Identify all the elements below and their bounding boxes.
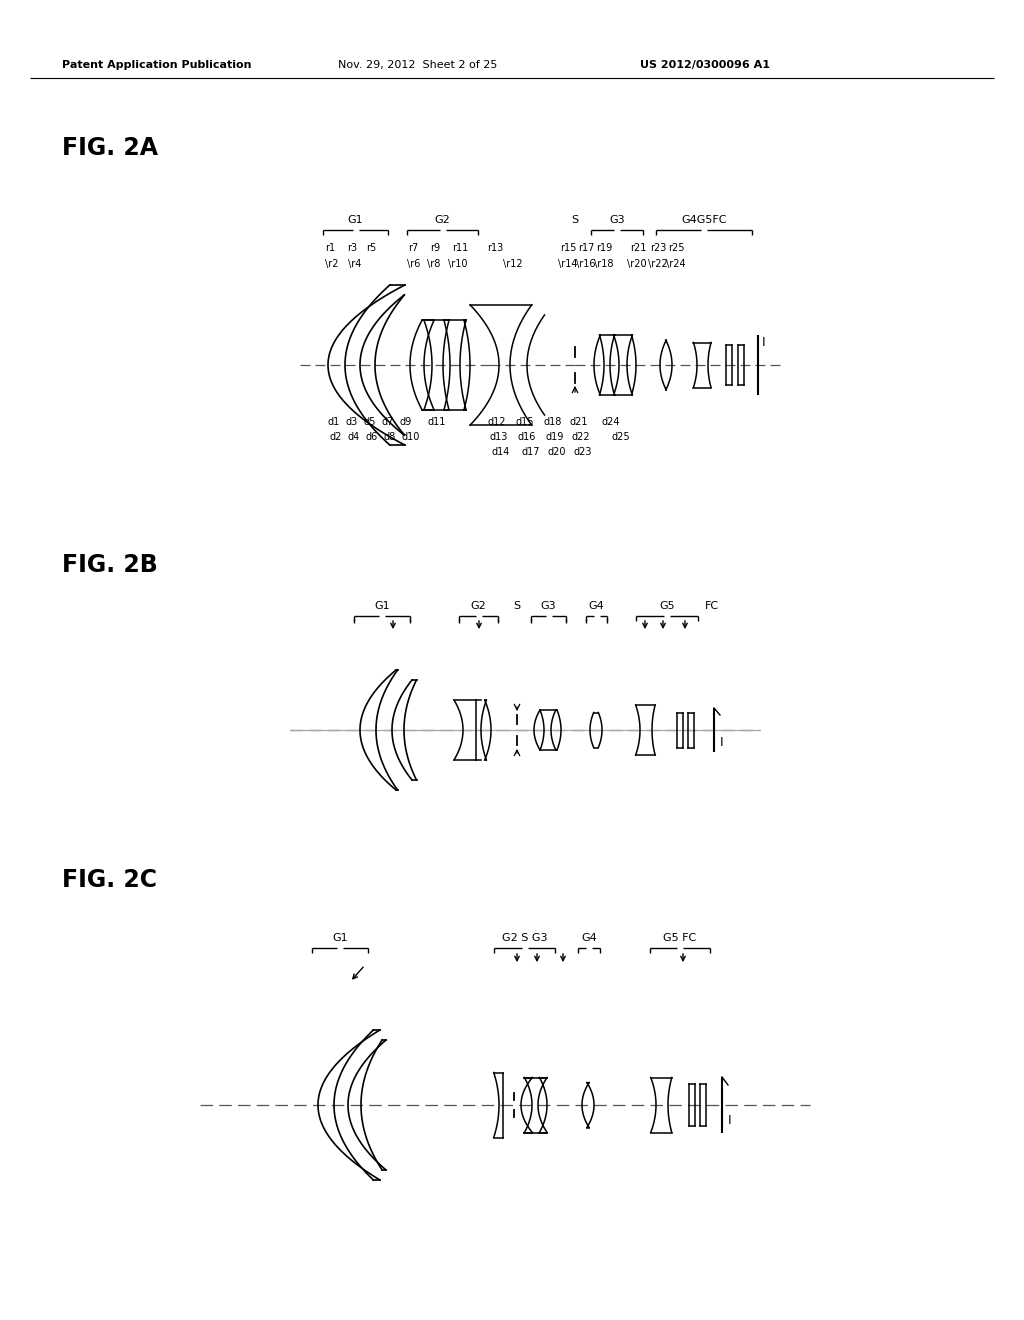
Text: S: S [571,215,579,224]
Text: d8: d8 [384,432,396,442]
Text: G5 FC: G5 FC [664,933,696,942]
Text: FIG. 2B: FIG. 2B [62,553,158,577]
Text: d20: d20 [547,447,565,457]
Text: FIG. 2C: FIG. 2C [62,869,157,892]
Text: Nov. 29, 2012  Sheet 2 of 25: Nov. 29, 2012 Sheet 2 of 25 [338,59,498,70]
Text: d5: d5 [364,417,377,426]
Text: d19: d19 [545,432,563,442]
Text: G4: G4 [589,601,604,611]
Text: d25: d25 [612,432,631,442]
Text: d18: d18 [543,417,561,426]
Text: d13: d13 [489,432,507,442]
Text: r19: r19 [596,243,612,253]
Text: \r12: \r12 [503,259,522,269]
Text: I: I [762,337,766,350]
Text: d15: d15 [516,417,535,426]
Text: d17: d17 [521,447,540,457]
Text: \r6: \r6 [407,259,421,269]
Text: r5: r5 [366,243,376,253]
Text: r1: r1 [325,243,335,253]
Text: US 2012/0300096 A1: US 2012/0300096 A1 [640,59,770,70]
Text: d11: d11 [428,417,446,426]
Text: d22: d22 [572,432,591,442]
Text: r3: r3 [347,243,357,253]
Text: \r24: \r24 [666,259,686,269]
Text: r7: r7 [408,243,418,253]
Text: Patent Application Publication: Patent Application Publication [62,59,252,70]
Text: \r22: \r22 [648,259,668,269]
Text: r17: r17 [578,243,594,253]
Text: \r18: \r18 [594,259,613,269]
Text: G1: G1 [348,215,364,224]
Text: d1: d1 [327,417,339,426]
Text: G1: G1 [332,933,348,942]
Text: r23: r23 [650,243,667,253]
Text: G4G5FC: G4G5FC [681,215,727,224]
Text: d4: d4 [348,432,360,442]
Text: S: S [513,601,520,611]
Text: I: I [720,735,724,748]
Text: r15: r15 [560,243,577,253]
Text: d23: d23 [574,447,593,457]
Text: d3: d3 [346,417,358,426]
Text: G2: G2 [471,601,486,611]
Text: \r14: \r14 [558,259,578,269]
Text: d12: d12 [487,417,506,426]
Text: d16: d16 [518,432,537,442]
Text: d9: d9 [400,417,413,426]
Text: FC: FC [705,601,719,611]
Text: G2 S G3: G2 S G3 [502,933,547,942]
Text: G1: G1 [374,601,390,611]
Text: r11: r11 [452,243,468,253]
Text: \r4: \r4 [348,259,361,269]
Text: \r2: \r2 [325,259,339,269]
Text: d2: d2 [329,432,341,442]
Text: \r20: \r20 [627,259,646,269]
Text: G2: G2 [434,215,451,224]
Text: d21: d21 [570,417,589,426]
Text: r9: r9 [430,243,440,253]
Text: d7: d7 [382,417,394,426]
Text: \r8: \r8 [427,259,440,269]
Text: r13: r13 [487,243,503,253]
Text: r25: r25 [668,243,684,253]
Text: d6: d6 [366,432,378,442]
Text: G3: G3 [541,601,556,611]
Text: d14: d14 [490,447,509,457]
Text: I: I [728,1114,731,1127]
Text: \r10: \r10 [449,259,468,269]
Text: G3: G3 [609,215,625,224]
Text: \r16: \r16 [575,259,596,269]
Text: G4: G4 [582,933,597,942]
Text: d24: d24 [601,417,620,426]
Text: r21: r21 [630,243,646,253]
Text: FIG. 2A: FIG. 2A [62,136,158,160]
Text: G5: G5 [659,601,675,611]
Text: d10: d10 [402,432,421,442]
